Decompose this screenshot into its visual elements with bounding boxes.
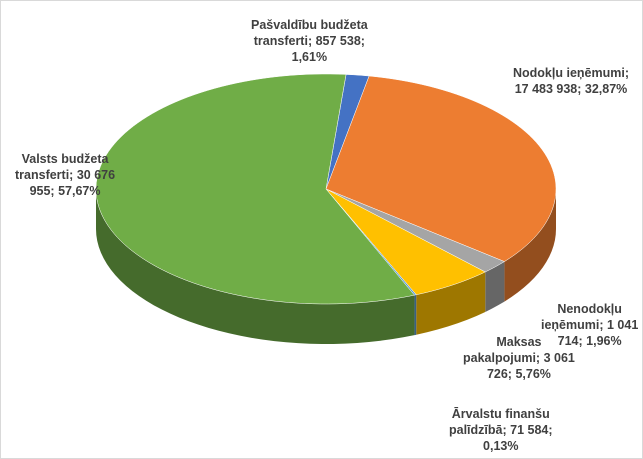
pie-side-maksas-pakalpojumi: [416, 271, 486, 335]
pie-side-nenodoklu-ienemumi: [485, 261, 505, 312]
label-nenodoklu-ienemumi: Nenodokļu ieņēmumi; 1 041 714; 1,96%: [541, 302, 639, 348]
pie-side-valsts-budzeta-transferti: [96, 189, 415, 344]
pie-slice-valsts-budzeta-transferti: [95, 73, 415, 305]
label-maksas-pakalpojumi: Maksas pakalpojumi; 3 061 726; 5,76%: [463, 335, 575, 381]
pie-side-nodoklu-ienemumi: [504, 189, 556, 302]
pie-slice-maksas-pakalpojumi: [325, 188, 486, 296]
pie-side-arvalstu-finansu-palidziba: [414, 294, 417, 336]
label-arvalstu-finansu-palidziba: Ārvalstu finanšu palīdzībā; 71 584; 0,13…: [449, 407, 553, 453]
label-valsts-budzeta-transferti: Valsts budžeta transferti; 30 676 955; 5…: [15, 152, 116, 198]
label-nodoklu-ienemumi: Nodokļu ieņēmumi; 17 483 938; 32,87%: [513, 66, 629, 96]
label-pasvaldibu-budzeta-transferti: Pašvaldību budžeta transferti; 857 538; …: [251, 18, 368, 64]
pie-depth: [96, 189, 556, 344]
pie-top: [95, 73, 557, 305]
pie-slice-nodoklu-ienemumi: [325, 75, 557, 262]
